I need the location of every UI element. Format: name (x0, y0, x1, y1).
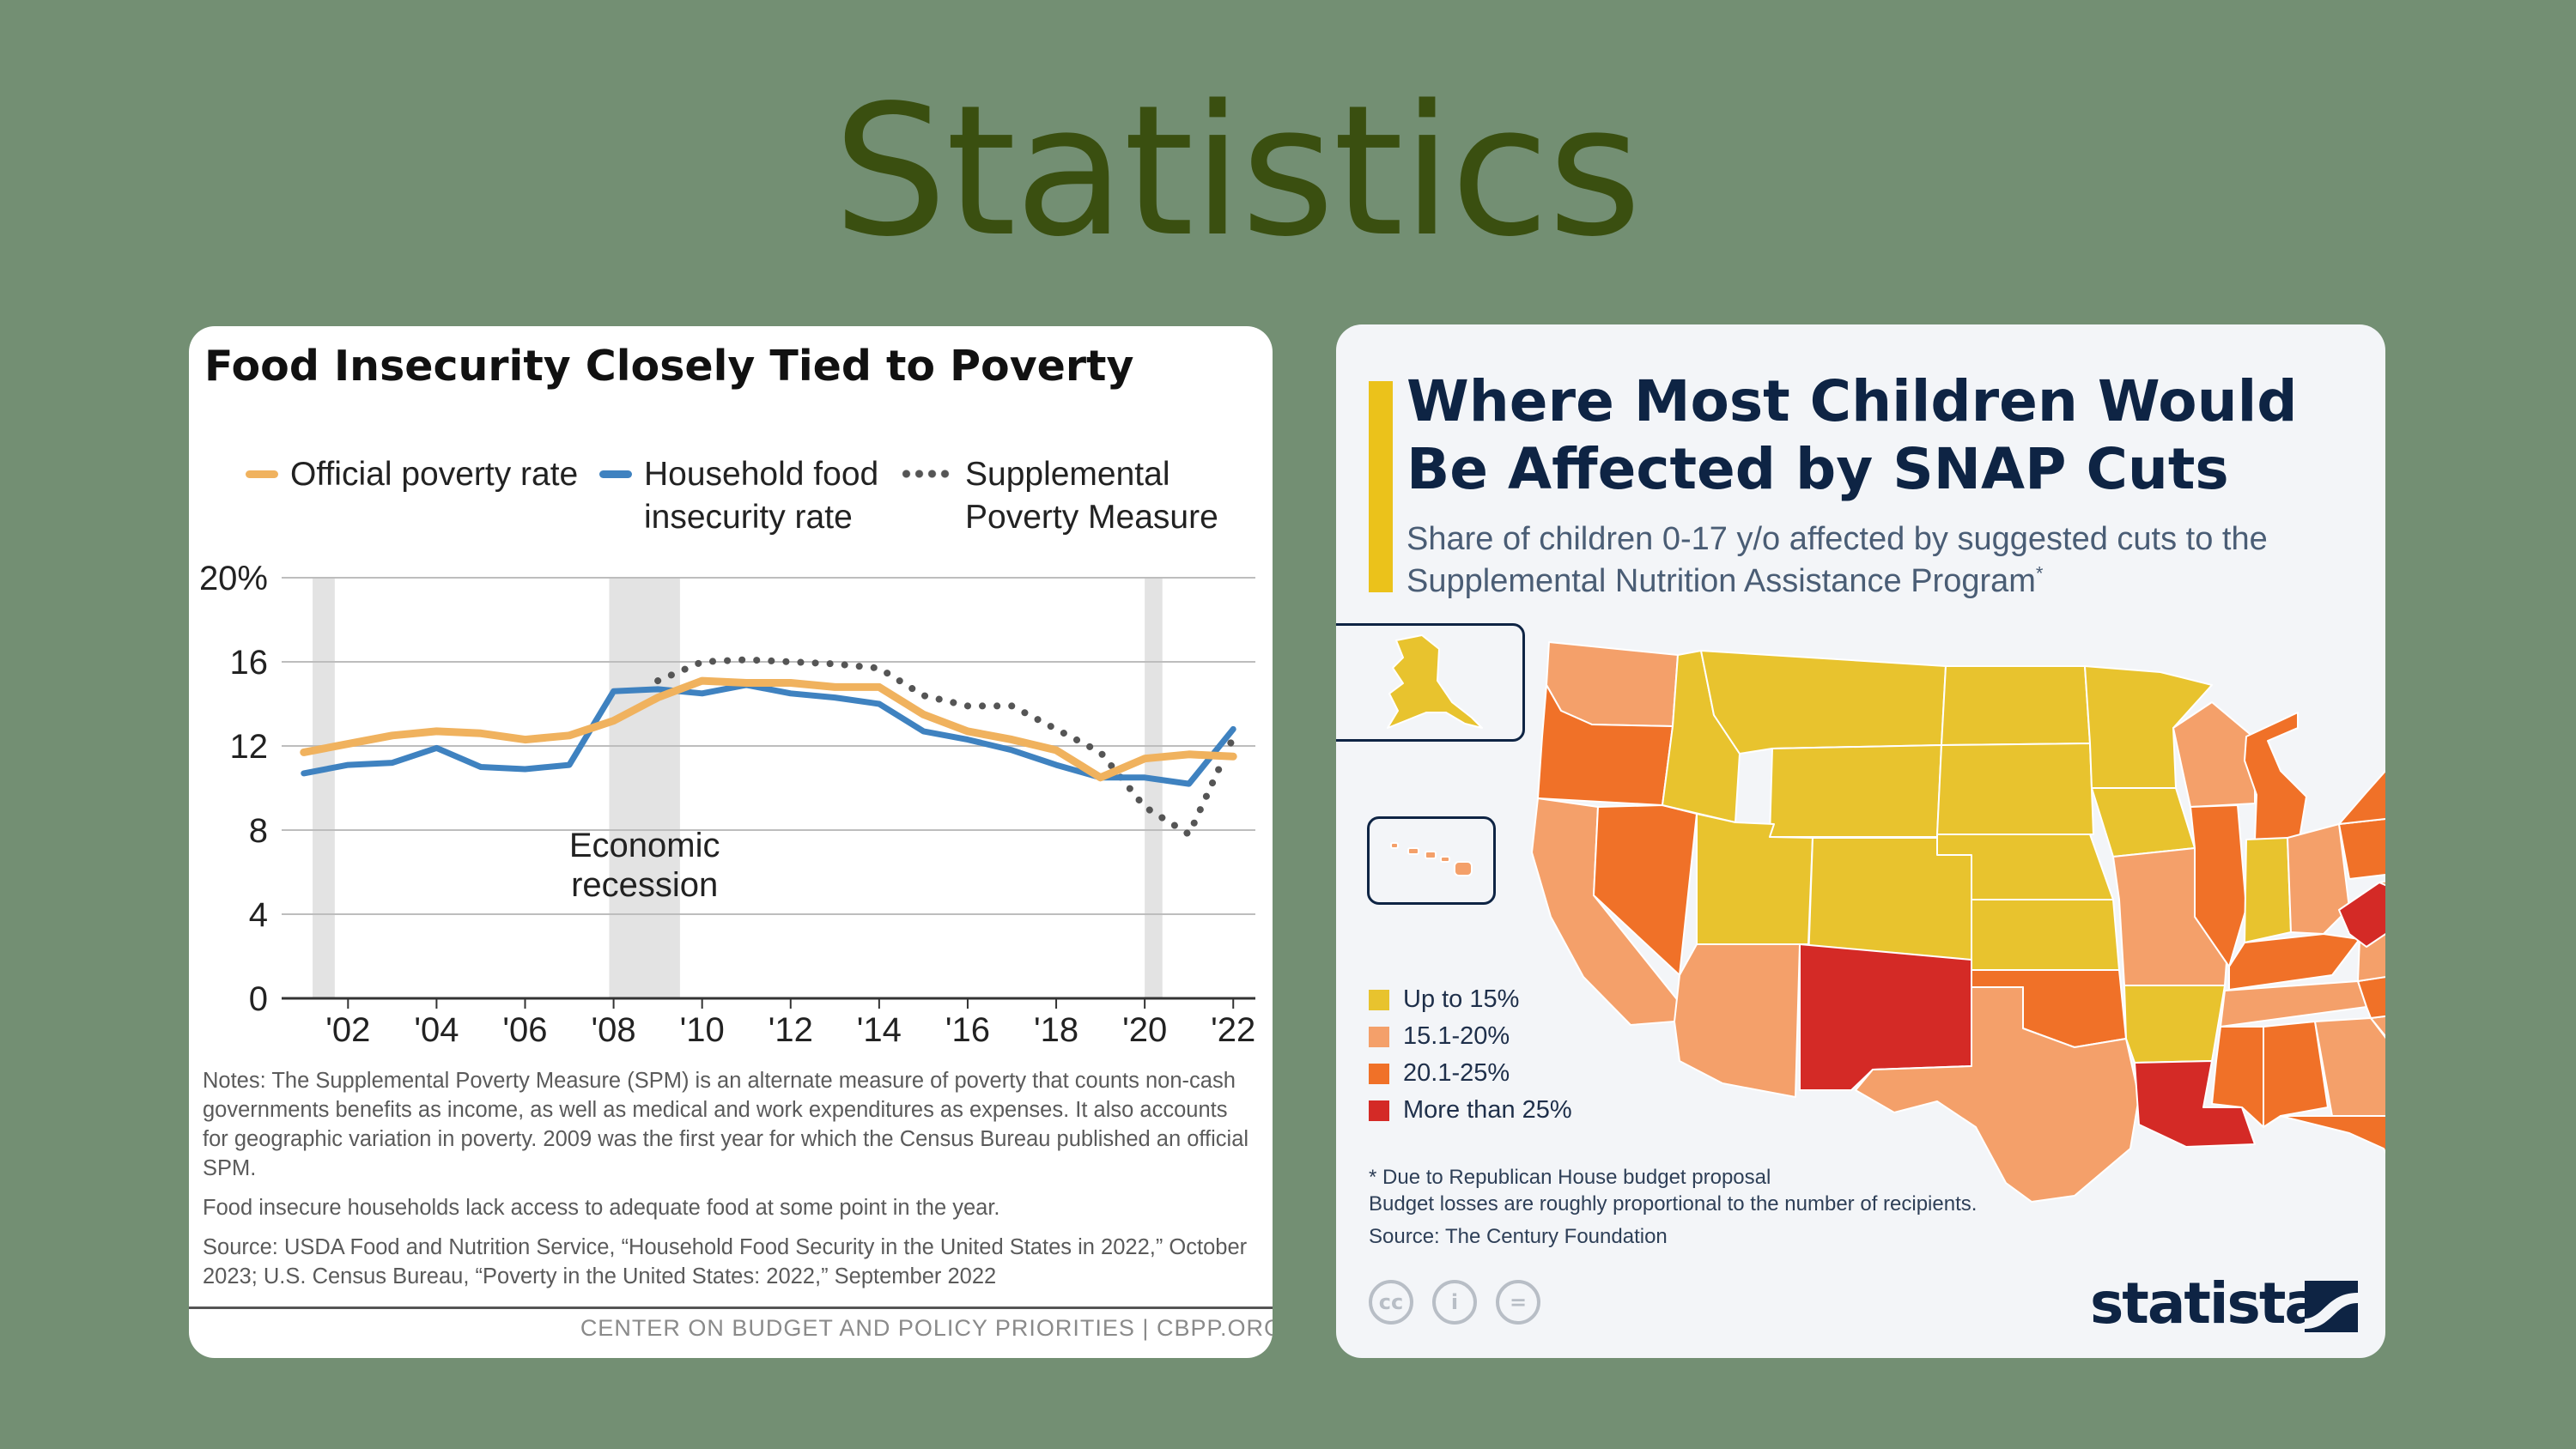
chart-title: Food Insecurity Closely Tied to Poverty (204, 342, 1134, 391)
creative-commons-icon[interactable]: cc (1369, 1280, 1413, 1325)
snap-map-card: Where Most Children Would Be Affected by… (1336, 324, 2385, 1358)
chart-source: Source: USDA Food and Nutrition Service,… (203, 1235, 1248, 1289)
chart-note: Food insecure households lack access to … (203, 1196, 1000, 1220)
state-new-york (2338, 769, 2385, 825)
map-footnote: * Due to Republican House budget proposa… (1369, 1166, 1771, 1189)
x-tick-label: '10 (680, 1011, 725, 1049)
map-legend-label: More than 25% (1403, 1096, 1572, 1124)
map-legend-item: More than 25% (1369, 1096, 1572, 1125)
footer-divider (189, 1307, 1273, 1309)
state-alaska (1387, 634, 1483, 729)
map-title: Where Most Children Would Be Affected by… (1406, 368, 2298, 503)
chart-note: Notes: The Supplemental Poverty Measure … (203, 1069, 1249, 1181)
state-hawaii (1390, 842, 1473, 876)
recession-band (313, 578, 335, 998)
x-tick-label: '06 (502, 1011, 547, 1049)
x-tick-label: '14 (857, 1011, 902, 1049)
state-kentucky (2228, 933, 2360, 991)
x-tick-label: '16 (945, 1011, 990, 1049)
footnote-mark: * (2035, 561, 2044, 584)
series-line-official-poverty-rate (300, 676, 1237, 782)
recession-annotation: Economic (569, 827, 720, 864)
map-legend-label: 20.1-25% (1403, 1059, 1510, 1087)
state-indiana (2244, 837, 2292, 943)
map-subtitle: Share of children 0-17 y/o affected by s… (1406, 518, 2368, 602)
attribution-icon[interactable]: i (1432, 1280, 1477, 1325)
legend-label: Supplemental Poverty Measure (965, 456, 1218, 536)
poverty-chart-card: Food Insecurity Closely Tied to Poverty … (189, 326, 1273, 1358)
state-ohio (2287, 823, 2350, 935)
x-tick-label: '08 (592, 1011, 636, 1049)
series-line-household-food-insecurity-rate (301, 682, 1236, 787)
state-north-dakota (1941, 665, 2091, 746)
y-tick-label: 20% (199, 560, 268, 597)
state-north-carolina (2357, 975, 2385, 1019)
recession-band (1145, 578, 1163, 998)
legend-swatch-up-to-15 (1369, 989, 1389, 1010)
y-tick-label: 12 (230, 728, 269, 766)
state-wyoming (1769, 744, 1942, 838)
x-tick-label: '04 (414, 1011, 459, 1049)
map-source: Source: The Century Foundation (1369, 1225, 1668, 1248)
state-south-dakota (1936, 743, 2094, 835)
legend-official-poverty: Official poverty rate (246, 453, 578, 496)
state-michigan (2244, 712, 2307, 840)
state-minnesota (2084, 665, 2213, 789)
map-legend-item: Up to 15% (1369, 985, 1519, 1014)
state-alabama (2263, 1021, 2329, 1128)
legend-swatch-15-20 (1369, 1026, 1389, 1047)
x-tick-label: '12 (769, 1011, 813, 1049)
map-subtitle-text: Share of children 0-17 y/o affected by s… (1406, 521, 2268, 599)
legend-swatch-food-insecurity (599, 470, 632, 478)
legend-food-insecurity: Household food insecurity rate (599, 453, 878, 539)
state-arizona (1674, 943, 1801, 1098)
state-iowa (2091, 787, 2196, 858)
y-tick-label: 4 (249, 896, 268, 934)
no-derivatives-icon[interactable]: = (1496, 1280, 1540, 1325)
legend-spm: Supplemental Poverty Measure (900, 453, 1218, 539)
hawaii-inset (1367, 816, 1496, 905)
legend-swatch-20-25 (1369, 1063, 1389, 1084)
state-nevada (1593, 804, 1698, 976)
x-tick-label: '20 (1122, 1011, 1167, 1049)
recession-band (609, 578, 680, 998)
us-choropleth-map (1387, 634, 2385, 1203)
map-legend-item: 15.1-20% (1369, 1022, 1510, 1051)
y-tick-label: 16 (230, 644, 269, 682)
state-montana (1700, 650, 1947, 755)
map-legend-label: Up to 15% (1403, 985, 1520, 1013)
state-florida (2280, 1115, 2385, 1155)
state-maryland-delaware (2379, 880, 2385, 887)
x-tick-label: '22 (1211, 1011, 1255, 1049)
legend-swatch-over-25 (1369, 1100, 1389, 1121)
map-legend-label: 15.1-20% (1403, 1022, 1510, 1050)
x-tick-label: '18 (1034, 1011, 1078, 1049)
recession-annotation: recession (571, 866, 718, 904)
legend-label: Household food insecurity rate (644, 456, 879, 536)
statista-logo-text[interactable]: statista (2090, 1270, 2323, 1337)
state-texas (1855, 986, 2140, 1203)
state-louisiana (2134, 1060, 2256, 1148)
line-chart: 0 4 8 12 16 20% '02 '04 '06 '08 '10 '12 '14 '16 '18 '20… (199, 560, 1255, 1049)
state-wisconsin (2172, 701, 2256, 808)
accent-bar (1369, 381, 1393, 592)
state-colorado (1807, 837, 1972, 962)
legend-label: Official poverty rate (290, 456, 579, 493)
series-line-supplemental-poverty-measure (654, 656, 1237, 838)
map-note: Budget losses are roughly proportional t… (1369, 1192, 1978, 1216)
legend-dots-spm (900, 470, 953, 478)
footer-credit: CENTER ON BUDGET AND POLICY PRIORITIES |… (580, 1315, 1273, 1341)
y-tick-label: 0 (249, 980, 268, 1018)
state-kansas (1971, 899, 2120, 971)
state-arkansas (2123, 985, 2226, 1064)
y-tick-label: 8 (249, 812, 268, 850)
statista-logo-icon (2305, 1281, 2358, 1332)
x-tick-label: '02 (325, 1011, 370, 1049)
state-south-carolina (2370, 1015, 2385, 1038)
slide-title: Statistics (833, 66, 1642, 276)
state-pennsylvania (2338, 817, 2385, 880)
map-legend-item: 20.1-25% (1369, 1059, 1510, 1088)
legend-swatch-official-poverty (246, 470, 278, 478)
state-georgia (2314, 1017, 2385, 1117)
